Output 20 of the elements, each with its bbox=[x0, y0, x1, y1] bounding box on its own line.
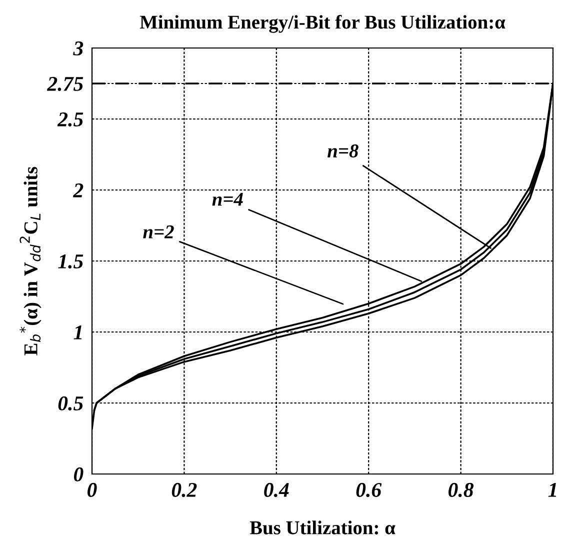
y-tick-label: 2 bbox=[72, 183, 84, 198]
y-tick-label: 1 bbox=[74, 325, 82, 340]
y-tick-label: 1.5 bbox=[58, 254, 84, 269]
x-tick-label: 0.2 bbox=[172, 482, 197, 498]
y-tick-label: 0 bbox=[74, 467, 84, 482]
annotation: n=4 bbox=[212, 192, 243, 206]
y-tick-label: 3 bbox=[73, 41, 84, 56]
x-tick-label: 0.4 bbox=[264, 482, 289, 498]
y-tick-label: 0.5 bbox=[58, 396, 84, 411]
y-tick-label: 2.75 bbox=[46, 76, 84, 92]
annotation: n=8 bbox=[328, 144, 358, 158]
x-tick-label: 1 bbox=[548, 483, 556, 497]
annotation: n=2 bbox=[143, 225, 174, 238]
x-tick-label: 0.6 bbox=[356, 482, 382, 498]
x-tick-label: 0 bbox=[88, 482, 97, 497]
y-tick-label: 2.5 bbox=[57, 112, 84, 127]
text: E$_{b}$$^{*}$(α) in V$_{dd}$$^{2}$C$_{L}$ units bbox=[20, 166, 42, 356]
chart-title: Minimum Energy/i-Bit for Bus Utilization:α bbox=[140, 14, 506, 33]
x-tick-label: 0.8 bbox=[448, 482, 474, 498]
x-axis-title: Bus Utilization: α bbox=[250, 520, 396, 534]
